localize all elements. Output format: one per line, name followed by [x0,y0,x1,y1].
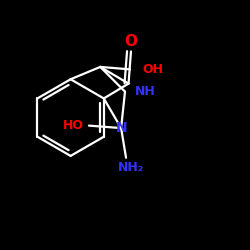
Text: O: O [124,34,138,49]
Text: NH: NH [135,85,156,98]
Text: HO: HO [63,119,84,132]
Text: NH₂: NH₂ [118,161,144,174]
Text: N: N [115,121,127,135]
Text: OH: OH [142,63,163,76]
